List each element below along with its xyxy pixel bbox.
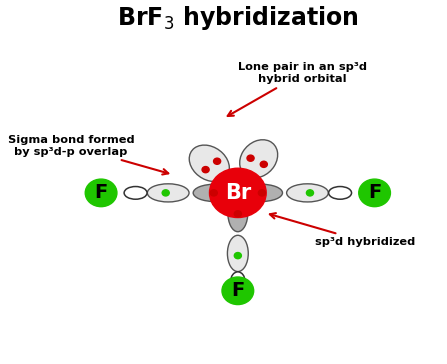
Ellipse shape (228, 235, 248, 272)
Ellipse shape (228, 194, 248, 232)
Circle shape (214, 158, 221, 164)
Circle shape (162, 190, 169, 196)
Circle shape (210, 168, 266, 218)
Text: F: F (94, 183, 108, 202)
Ellipse shape (193, 184, 237, 202)
Circle shape (222, 277, 254, 305)
Ellipse shape (231, 272, 245, 292)
Circle shape (85, 179, 117, 207)
Ellipse shape (232, 174, 254, 195)
Circle shape (210, 190, 217, 196)
Circle shape (247, 155, 254, 161)
Circle shape (260, 161, 267, 167)
Circle shape (359, 179, 390, 207)
Text: Lone pair in an sp³d
hybrid orbital: Lone pair in an sp³d hybrid orbital (228, 62, 367, 116)
Circle shape (307, 190, 313, 196)
Ellipse shape (239, 184, 283, 202)
Circle shape (202, 167, 209, 173)
Ellipse shape (148, 184, 189, 202)
Ellipse shape (240, 140, 278, 178)
Ellipse shape (124, 186, 147, 199)
Circle shape (234, 211, 241, 217)
Ellipse shape (189, 145, 229, 182)
Ellipse shape (287, 184, 328, 202)
Text: Br: Br (225, 183, 251, 203)
Text: BrF$_3$ hybridization: BrF$_3$ hybridization (117, 4, 358, 32)
Circle shape (258, 190, 266, 196)
Text: sp³d hybridized: sp³d hybridized (270, 213, 415, 247)
Text: F: F (231, 281, 245, 300)
Text: F: F (368, 183, 381, 202)
Circle shape (234, 253, 241, 259)
Ellipse shape (329, 186, 351, 199)
Ellipse shape (219, 176, 242, 195)
Text: Sigma bond formed
by sp³d-p overlap: Sigma bond formed by sp³d-p overlap (8, 135, 169, 174)
